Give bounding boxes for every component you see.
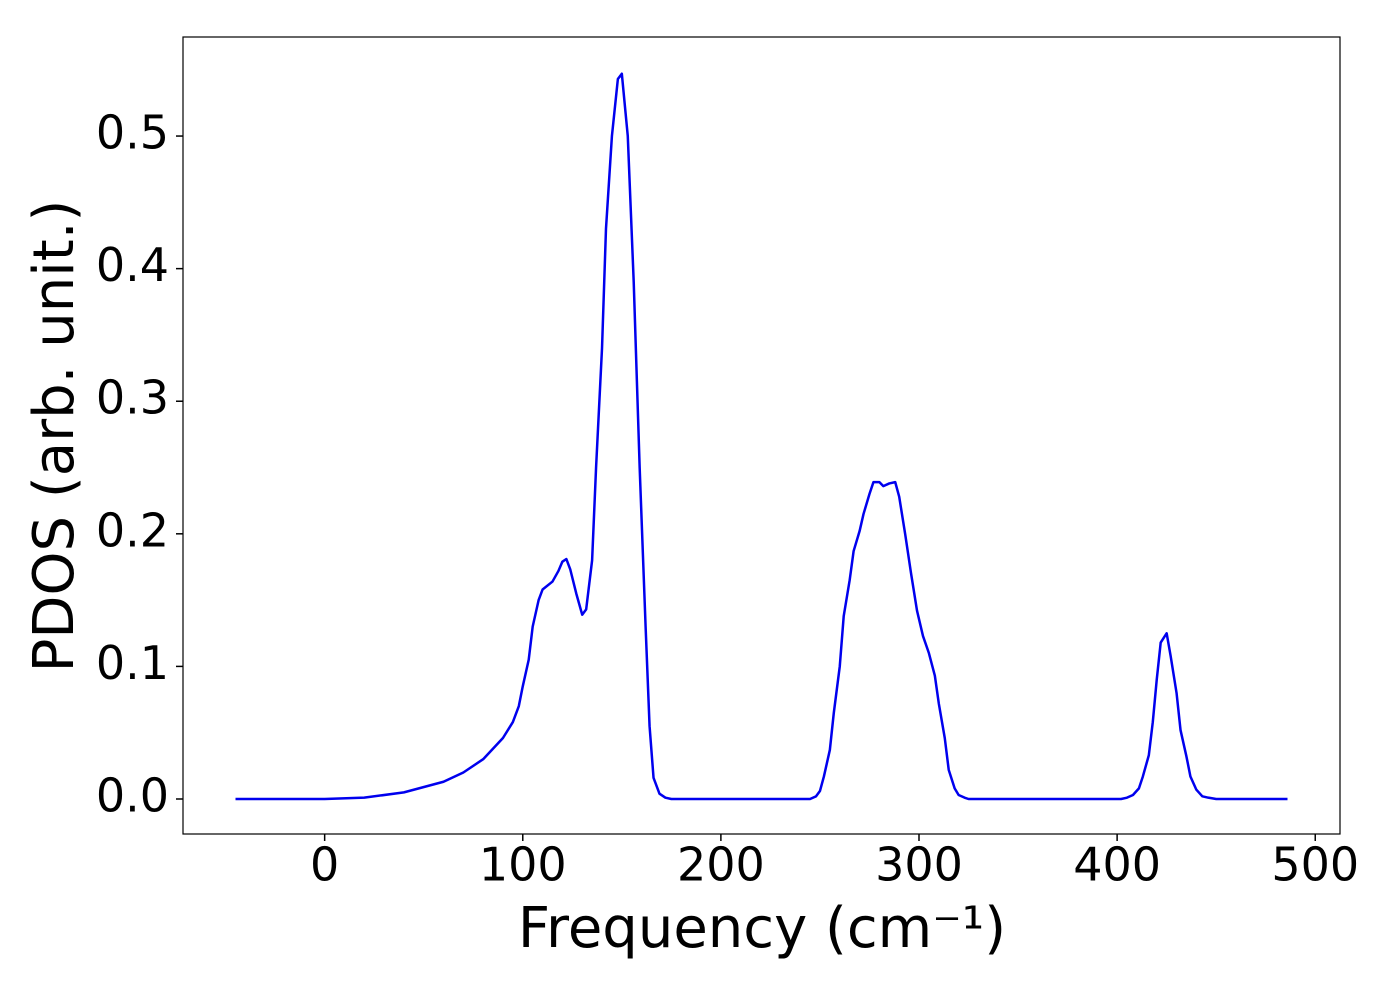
plot-frame bbox=[182, 36, 1341, 835]
x-axis-label: Frequency (cm⁻¹) bbox=[518, 896, 1006, 961]
x-tick-label: 300 bbox=[875, 838, 963, 892]
y-axis-label: PDOS (arb. unit.) bbox=[22, 200, 87, 673]
y-tick-label: 0.2 bbox=[96, 503, 169, 557]
y-tick-label: 0.4 bbox=[96, 238, 169, 292]
x-tick-label: 400 bbox=[1073, 838, 1161, 892]
x-tick-label: 100 bbox=[479, 838, 567, 892]
x-tick-label: 200 bbox=[677, 838, 765, 892]
x-tick-label: 500 bbox=[1271, 838, 1359, 892]
x-tick-label: 0 bbox=[310, 838, 339, 892]
y-tick-label: 0.3 bbox=[96, 371, 169, 425]
y-tick-label: 0.1 bbox=[96, 636, 169, 690]
y-tick-label: 0.0 bbox=[96, 768, 169, 822]
y-tick-label: 0.5 bbox=[96, 106, 169, 160]
data-line bbox=[235, 72, 1288, 801]
